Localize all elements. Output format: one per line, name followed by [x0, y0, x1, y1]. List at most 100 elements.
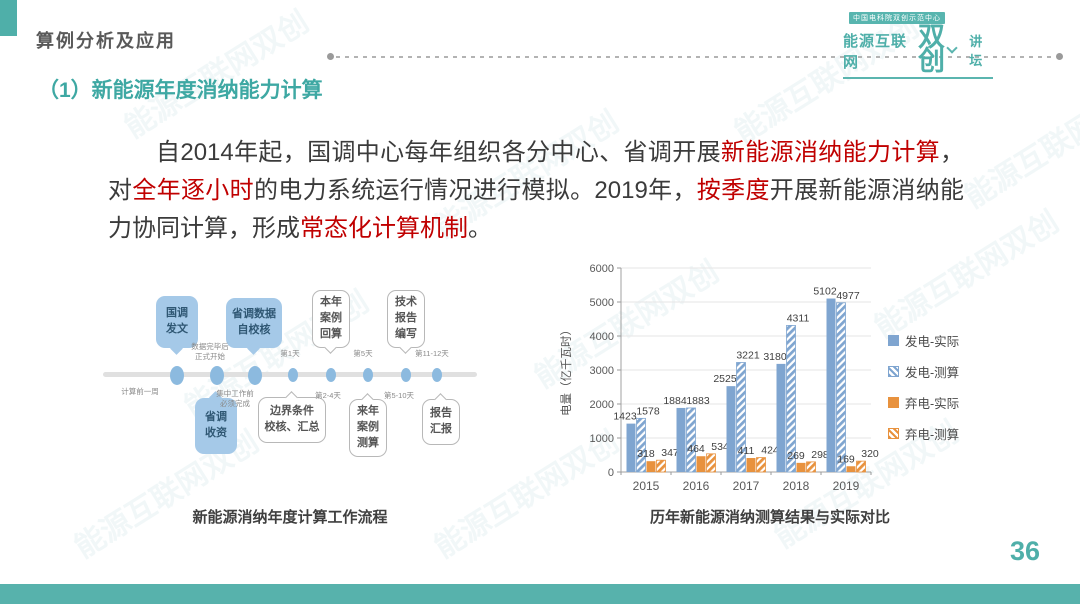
bar-value-弃电-测算-2016: 534 — [711, 441, 729, 453]
bar-弃电-测算-2018 — [806, 461, 816, 473]
legend-item: 弃电-实际 — [888, 393, 959, 412]
flow-step-label: 编写 — [395, 327, 417, 340]
timeline-node-1 — [170, 365, 184, 385]
bar-发电-测算-2017 — [736, 362, 746, 473]
consumption-bar-chart: 0 1000 2000 3000 4000 5000 6000 电量（亿千瓦时） 2015 142… — [560, 263, 879, 493]
timeline-node-3 — [248, 365, 262, 385]
bar-value-弃电-实际-2015: 318 — [637, 448, 655, 460]
timeline-annotation: 第11-12天 — [415, 349, 449, 358]
bar-弃电-实际-2019 — [846, 466, 856, 472]
bar-发电-实际-2019 — [826, 298, 836, 472]
chart-legend: 发电-实际发电-测算弃电-实际弃电-测算 — [888, 331, 959, 455]
x-tick-label: 2018 — [783, 479, 810, 493]
bar-value-发电-测算-2016: 1883 — [686, 395, 710, 407]
flow-step-label: 边界条件 — [270, 405, 314, 418]
bar-弃电-测算-2016 — [706, 453, 716, 473]
footer-bar — [0, 584, 1080, 604]
flow-step-label: 报告 — [395, 312, 417, 325]
flow-step-label: 报告 — [430, 407, 452, 420]
bar-value-发电-测算-2018: 4311 — [787, 312, 810, 324]
y-tick-label: 2000 — [590, 399, 614, 411]
legend-swatch-hatched — [888, 428, 899, 439]
flow-step-label: 收资 — [205, 427, 227, 439]
logo-brand-main: 双创 — [918, 22, 945, 77]
bar-value-发电-实际-2016: 1884 — [663, 395, 687, 407]
bar-value-弃电-测算-2019: 320 — [861, 448, 879, 460]
bar-发电-测算-2019 — [836, 302, 846, 473]
logo-brand-left: 能源互联网 — [843, 33, 908, 71]
bar-发电-实际-2018 — [776, 363, 786, 472]
timeline-annotation: 计算前一周 — [121, 387, 159, 396]
flow-step-label: 校核、汇总 — [264, 421, 320, 433]
body-text: 开展新能源消纳能力协同计算，形成 — [108, 177, 965, 242]
flow-step-label: 汇报 — [430, 423, 452, 435]
logo-brand-right: 讲坛 — [969, 34, 983, 68]
y-tick-label: 5000 — [590, 297, 614, 309]
callout-pointer — [285, 391, 298, 404]
legend-swatch-solid — [888, 397, 899, 408]
flow-step-1: 国调 发文 — [156, 296, 198, 355]
callout-pointer — [247, 342, 260, 355]
timeline-node-4 — [288, 368, 298, 382]
highlighted-text: 新能源消纳能力计算 — [720, 139, 941, 166]
bar-弃电-实际-2015 — [646, 461, 656, 472]
section-header: 算例分析及应用 — [36, 31, 176, 51]
bar-value-弃电-实际-2019: 169 — [837, 453, 855, 465]
legend-swatch-hatched — [888, 366, 899, 377]
bar-发电-测算-2018 — [786, 325, 796, 473]
flow-step-label: 发文 — [166, 323, 188, 335]
logo-ribbon-text: 中国电科院双创示范中心 — [849, 12, 945, 24]
flow-step-3: 省调数据 自校核 — [226, 298, 282, 355]
x-tick-label: 2016 — [683, 479, 710, 493]
timeline-annotation: 第1天 — [280, 349, 300, 358]
timeline-node-7 — [401, 368, 411, 382]
flow-step-label: 自校核 — [237, 324, 271, 336]
callout-pointer — [324, 341, 337, 354]
legend-item: 发电-实际 — [888, 331, 959, 350]
bar-发电-实际-2015 — [626, 423, 636, 472]
timeline-node-8 — [432, 368, 442, 382]
flow-step-6: 来年 案例 测算 — [349, 393, 387, 457]
body-text: 。 — [468, 215, 492, 242]
timeline-annotation: 第5-10天 — [383, 391, 415, 400]
flow-step-label: 案例 — [320, 312, 342, 325]
flow-step-label: 测算 — [357, 436, 379, 449]
y-tick-label: 1000 — [590, 433, 614, 445]
bar-发电-测算-2015 — [636, 417, 646, 473]
bar-弃电-测算-2017 — [756, 457, 766, 473]
flow-step-label: 回算 — [320, 327, 342, 340]
highlighted-text: 按季度 — [696, 177, 770, 204]
annual-calculation-flowchart: 国调 发文 省调 收资 省调数据 自校核 边界条件 校核、汇总 本年 案例 回算 来年 案例 测算 技术 报告… — [103, 268, 485, 500]
flow-step-label: 技术 — [395, 296, 417, 309]
bar-发电-实际-2016 — [676, 407, 686, 472]
bar-value-发电-测算-2017: 3221 — [736, 349, 760, 361]
legend-swatch-solid — [888, 335, 899, 346]
bar-value-弃电-实际-2016: 464 — [687, 443, 705, 455]
bar-value-弃电-测算-2015: 347 — [661, 447, 679, 459]
x-tick-label: 2017 — [733, 479, 760, 493]
legend-item: 发电-测算 — [888, 362, 959, 381]
timeline-annotation: 第5天 — [353, 349, 373, 358]
flow-step-label: 来年 — [357, 405, 379, 418]
timeline-node-2 — [210, 365, 224, 385]
bar-value-弃电-测算-2018: 298 — [811, 449, 829, 461]
timeline-node-6 — [363, 368, 373, 382]
bar-value-发电-实际-2015: 1423 — [613, 411, 637, 423]
flow-step-5: 本年 案例 回算 — [312, 290, 350, 354]
timeline-annotation: 数据完毕后 正式开始 — [191, 342, 229, 361]
flow-step-8: 报告 汇报 — [422, 393, 460, 445]
chart-caption: 历年新能源消纳测算结果与实际对比 — [649, 509, 890, 526]
bar-value-发电-实际-2017: 2525 — [713, 373, 737, 385]
y-tick-label: 6000 — [590, 263, 614, 275]
dotted-line-end-dot — [1056, 53, 1063, 60]
slide-title: （1）新能源年度消纳能力计算 — [38, 79, 323, 102]
flow-step-label: 国调 — [166, 307, 188, 320]
callout-pointer — [170, 342, 183, 355]
y-tick-label: 0 — [608, 467, 614, 479]
bar-value-弃电-实际-2018: 269 — [787, 450, 805, 462]
flow-step-label: 省调数据 — [232, 308, 276, 321]
x-tick-label: 2015 — [633, 479, 660, 493]
legend-label: 发电-测算 — [905, 366, 960, 380]
legend-label: 弃电-测算 — [905, 428, 960, 442]
y-axis-title: 电量（亿千瓦时） — [560, 324, 573, 416]
